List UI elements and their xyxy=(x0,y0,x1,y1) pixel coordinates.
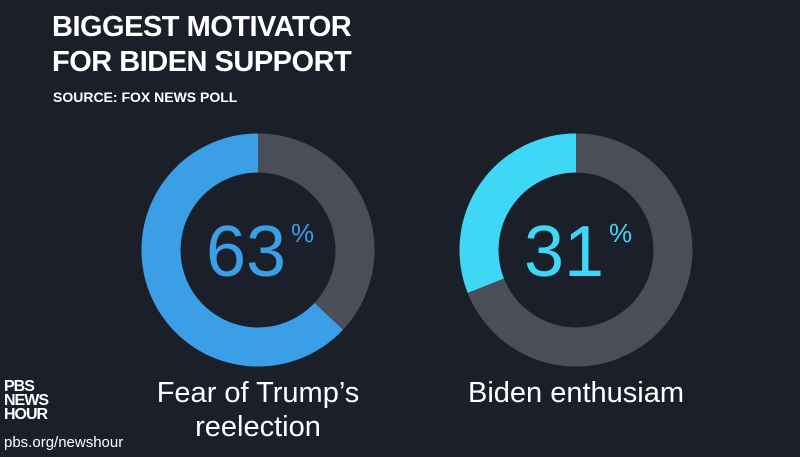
logo: PBS NEWS HOUR xyxy=(4,378,49,423)
donut-segment xyxy=(141,133,343,367)
value-label: 31 xyxy=(524,212,604,292)
value-unit: % xyxy=(291,218,314,248)
chart-title: BIGGEST MOTIVATOR FOR BIDEN SUPPORT xyxy=(52,11,352,78)
category-label: Fear of Trump’s reelection xyxy=(156,377,360,443)
logo-line: HOUR xyxy=(4,406,48,423)
chart-subtitle: SOURCE: FOX NEWS POLL xyxy=(53,89,238,105)
url: pbs.org/newshour xyxy=(4,434,124,451)
value-unit: % xyxy=(609,218,632,248)
logo-line: NEWS xyxy=(4,392,49,409)
category-label: Biden enthusiam xyxy=(467,377,685,409)
donut-segment xyxy=(459,133,577,293)
value-label: 63 xyxy=(206,212,286,292)
logo-line: PBS xyxy=(4,378,35,395)
